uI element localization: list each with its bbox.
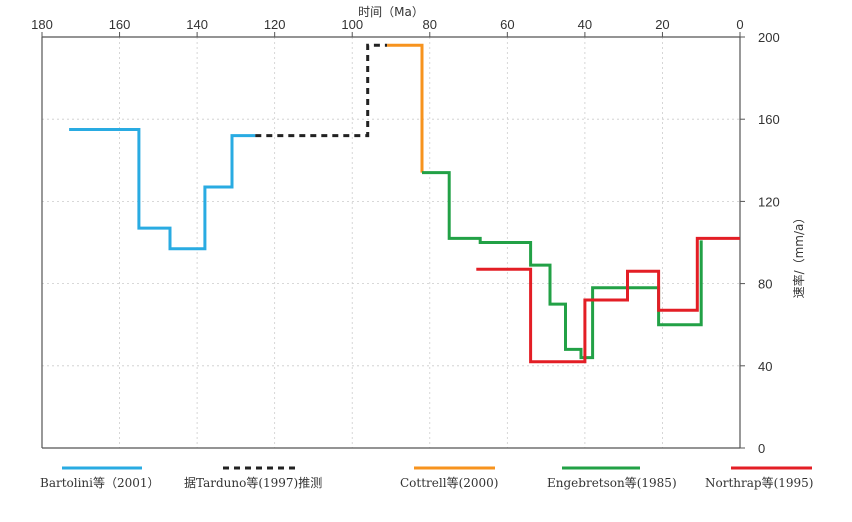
x-tick-label: 120 [264,17,286,32]
x-axis-title: 时间（Ma） [358,5,424,19]
y-tick-label: 120 [758,194,780,209]
y-tick-label: 200 [758,30,780,45]
x-tick-label: 140 [186,17,208,32]
legend-item-engebretson: Engebretson等(1985) [547,466,677,490]
legend-item-cottrell: Cottrell等(2000) [400,466,498,490]
series-line-3 [422,171,703,360]
legend-item-tarduno: 据Tarduno等(1997)推测 [184,466,322,490]
legend-label-tarduno: 据Tarduno等(1997)推测 [184,476,322,490]
series-line-2 [387,43,424,173]
series-line-1 [255,43,388,138]
x-tick-label: 80 [423,17,437,32]
y-ticks: 0 40 80 120 160 200 [740,30,780,456]
y-tick-label: 40 [758,359,772,374]
legend-item-northrap: Northrap等(1995) [705,466,814,490]
legend-label-bartolini: Bartolini等（2001） [40,476,160,490]
x-tick-label: 180 [31,17,53,32]
x-tick-label: 40 [578,17,592,32]
x-tick-label: 0 [736,17,743,32]
legend-item-bartolini: Bartolini等（2001） [40,466,160,490]
y-tick-label: 160 [758,112,780,127]
series-line-4 [476,236,740,364]
x-tick-label: 100 [341,17,363,32]
x-ticks: 180 160 140 120 100 80 60 40 20 0 [31,17,744,37]
y-axis-title: 速率/（mm/a） [791,212,806,299]
y-tick-label: 0 [758,441,765,456]
gridlines [42,37,740,448]
x-tick-label: 160 [109,17,131,32]
legend-label-cottrell: Cottrell等(2000) [400,476,498,490]
legend-label-engebretson: Engebretson等(1985) [547,476,677,490]
x-tick-label: 20 [655,17,669,32]
series-lines [69,43,740,364]
x-tick-label: 60 [500,17,514,32]
legend: Bartolini等（2001） 据Tarduno等(1997)推测 Cottr… [40,466,814,490]
axes [41,36,741,449]
y-tick-label: 80 [758,277,772,292]
series-line-0 [69,128,256,251]
legend-label-northrap: Northrap等(1995) [705,476,814,490]
